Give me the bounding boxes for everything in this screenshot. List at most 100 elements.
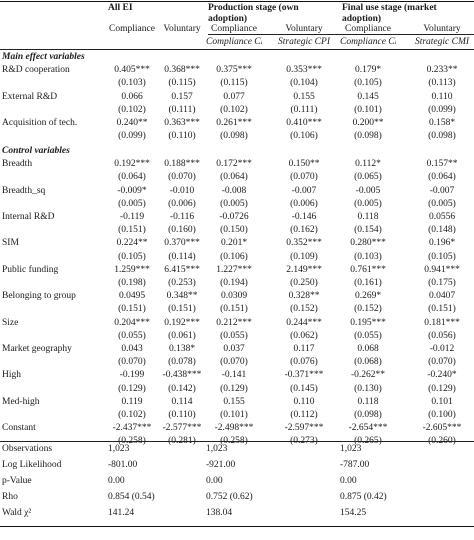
standard-error-cell: (0.005) <box>428 198 456 209</box>
standard-error-cell: (0.105) <box>428 251 456 262</box>
subcol-header: Compliance <box>345 24 391 34</box>
standard-error-cell: (0.070) <box>428 357 456 368</box>
standard-error-cell: (0.062) <box>290 330 318 341</box>
row-label: Breadth_sq <box>2 185 46 196</box>
coefficient-cell: 0.077 <box>223 91 245 102</box>
standard-error-cell: (0.113) <box>428 78 456 89</box>
coefficient-cell: -0.141 <box>221 370 247 381</box>
coefficient-cell: -2.577*** <box>162 423 202 434</box>
table-row: Market geography 0.043 0.138* 0.037 0.117 0.0… <box>0 343 474 356</box>
standard-error-cell: (0.253) <box>168 277 196 288</box>
coefficient-cell: -0.007 <box>291 185 317 196</box>
stat-value: -787.00 <box>340 460 370 470</box>
coefficient-cell: 0.370*** <box>164 238 200 249</box>
standard-error-cell: (0.129) <box>428 383 456 394</box>
table-row: Internal R&D -0.119 -0.116 -0.0726 -0.146 0.1… <box>0 211 474 224</box>
subcol-header: Voluntary <box>285 24 323 34</box>
coefficient-cell: 0.0309 <box>220 291 248 302</box>
table-row-se: (0.151) (0.160) (0.150) (0.162) (0.154) (0.14… <box>0 224 474 237</box>
standard-error-cell: (0.112) <box>290 409 318 420</box>
coefficient-cell: 0.368*** <box>164 65 200 76</box>
header-group-production: Production stage (own adoption) <box>208 3 299 24</box>
table-row-se: (0.129) (0.142) (0.129) (0.145) (0.130) (0.12… <box>0 383 474 396</box>
subcol-header: Compliance <box>109 24 155 34</box>
stat-value: -801.00 <box>108 460 138 470</box>
coefficient-cell: 0.761*** <box>350 264 386 275</box>
standard-error-cell: (0.055) <box>118 330 146 341</box>
standard-error-cell: (0.064) <box>428 172 456 183</box>
standard-error-cell: (0.103) <box>118 78 146 89</box>
table-row-se: (0.102) (0.111) (0.102) (0.111) (0.101) (0.09… <box>0 104 474 117</box>
standard-error-cell: (0.160) <box>168 225 196 236</box>
standard-error-cell: (0.061) <box>168 330 196 341</box>
coefficient-cell: 0.363*** <box>164 118 200 128</box>
standard-error-cell: (0.102) <box>118 104 146 115</box>
coefficient-cell: -0.119 <box>119 211 145 222</box>
standard-error-cell: (0.161) <box>354 277 382 288</box>
subsubcol-header: Compliance CMI <box>340 37 396 47</box>
standard-error-cell: (0.070) <box>118 357 146 368</box>
coefficient-cell: -0.007 <box>429 185 455 196</box>
stat-value: 0.854 (0.54) <box>108 492 155 502</box>
coefficient-cell: 0.240** <box>116 118 148 128</box>
coefficient-cell: 0.155 <box>293 91 315 102</box>
standard-error-cell: (0.198) <box>118 277 146 288</box>
coefficient-cell: 0.172*** <box>216 159 252 170</box>
coefficient-cell: -0.010 <box>169 185 195 196</box>
standard-error-cell: (0.194) <box>220 277 248 288</box>
coefficient-cell: 1.227*** <box>216 264 252 275</box>
stat-value: 1,023 <box>206 444 228 454</box>
standard-error-cell: (0.006) <box>290 198 318 209</box>
standard-error-cell: (0.150) <box>220 225 248 236</box>
table-row: External R&D 0.066 0.157 0.077 0.155 0.145 0.1… <box>0 91 474 104</box>
standard-error-cell: (0.250) <box>290 277 318 288</box>
standard-error-cell: (0.055) <box>354 330 382 341</box>
table-row: Med-high 0.119 0.114 0.155 0.110 0.118 0.101 <box>0 396 474 409</box>
table-row-se: (0.198) (0.253) (0.194) (0.250) (0.161) (0.17… <box>0 277 474 290</box>
coefficient-cell: 0.0495 <box>118 291 146 302</box>
table-row-se: (0.055) (0.061) (0.055) (0.062) (0.055) (0.05… <box>0 330 474 343</box>
coefficient-cell: -0.009* <box>117 185 147 196</box>
standard-error-cell: (0.151) <box>220 304 248 315</box>
coefficient-cell: 0.118 <box>357 396 379 407</box>
coefficient-cell: 0.117 <box>293 343 315 354</box>
stat-value: -921.00 <box>206 460 236 470</box>
coefficient-cell: 0.405*** <box>114 65 150 76</box>
stat-value <box>412 491 474 504</box>
subcol-header: Compliance <box>211 24 257 34</box>
standard-error-cell: (0.142) <box>168 383 196 394</box>
table-row: SIM 0.224** 0.370*** 0.201* 0.352*** 0.280***… <box>0 237 474 250</box>
coefficient-cell: 0.110 <box>293 396 315 407</box>
standard-error-cell: (0.078) <box>168 357 196 368</box>
row-label: Constant <box>2 423 36 434</box>
standard-error-cell: (0.101) <box>220 409 248 420</box>
stat-row: Rho 0.854 (0.54) 0.752 (0.62) 0.875 (0.42) <box>0 491 474 504</box>
coefficient-cell: 0.192*** <box>114 159 150 170</box>
coefficient-cell: 0.201* <box>220 238 248 249</box>
table-row-se: (0.064) (0.070) (0.064) (0.070) (0.065) (0.06… <box>0 171 474 184</box>
coefficient-cell: 0.410*** <box>286 118 322 128</box>
coefficient-cell: 0.119 <box>121 396 143 407</box>
standard-error-cell: (0.005) <box>354 198 382 209</box>
standard-error-cell: (0.148) <box>428 225 456 236</box>
standard-error-cell: (0.064) <box>220 172 248 183</box>
standard-error-cell: (0.106) <box>290 131 318 142</box>
standard-error-cell: (0.100) <box>428 409 456 420</box>
stat-value: 0.00 <box>206 476 223 486</box>
subcol-rule <box>208 34 474 35</box>
coefficient-cell: -0.199 <box>119 370 145 381</box>
stat-label: p-Value <box>2 476 32 486</box>
standard-error-cell: (0.005) <box>118 198 146 209</box>
standard-error-cell: (0.151) <box>118 225 146 236</box>
coefficient-cell: 0.179* <box>354 65 382 76</box>
table-row-se: (0.005) (0.006) (0.005) (0.006) (0.005) (0.00… <box>0 198 474 211</box>
coefficient-cell: 0.101 <box>431 396 453 407</box>
subsubcol-header: Compliance CPI <box>206 37 262 47</box>
standard-error-cell: (0.111) <box>290 104 318 115</box>
table-row-se: (0.105) (0.114) (0.106) (0.109) (0.103) (0.10… <box>0 251 474 264</box>
table-row: Acquisition of tech. 0.240** 0.363*** 0.261… <box>0 117 474 130</box>
coefficient-cell: -0.008 <box>221 185 247 196</box>
stat-value: 0.00 <box>108 476 125 486</box>
coefficient-cell: -0.012 <box>429 343 455 354</box>
coefficient-cell: 0.233** <box>426 65 458 76</box>
